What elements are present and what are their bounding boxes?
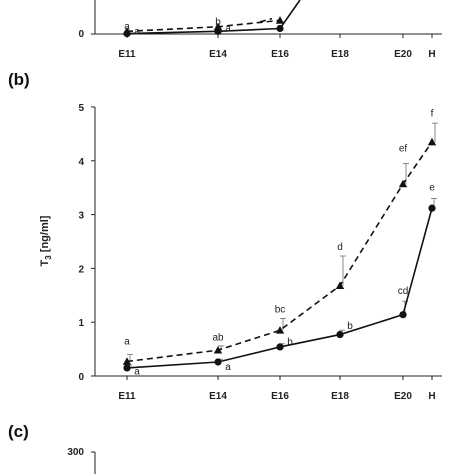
b-significance-label: ab bbox=[212, 332, 224, 343]
a-series-dashed-continuation bbox=[259, 17, 273, 23]
b-x-tick-label-e11: E11 bbox=[118, 391, 136, 402]
b-triangle-marker-h bbox=[427, 137, 437, 146]
a-series-solid-line bbox=[126, 27, 281, 35]
panel-b: (b) 0 1 2 3 4 5 E11 E14 E16 E18 E20 H T3 [ng/ml] a… bbox=[8, 70, 442, 402]
b-significance-label: cd bbox=[398, 286, 409, 297]
b-triangle-marker-e18 bbox=[335, 281, 345, 289]
b-triangle-marker-e16 bbox=[275, 326, 285, 334]
a-circle-marker-e14 bbox=[214, 27, 222, 35]
b-x-tick-label-h: H bbox=[428, 391, 435, 402]
b-x-tick-label-e14: E14 bbox=[209, 391, 227, 402]
b-significance-label: bc bbox=[275, 304, 286, 315]
a-significance-label: a bbox=[225, 24, 231, 35]
b-y-tick-label-5: 5 bbox=[78, 103, 84, 114]
panel-c: (c) 300 bbox=[8, 422, 96, 474]
a-x-tick-label-e14: E14 bbox=[209, 49, 227, 60]
b-x-tick-label-e20: E20 bbox=[394, 391, 412, 402]
b-triangle-marker-e14 bbox=[213, 345, 223, 354]
b-y-tick-label-1: 1 bbox=[78, 318, 84, 329]
b-significance-label: b bbox=[287, 337, 293, 348]
b-significance-label: ef bbox=[399, 143, 408, 154]
b-y-tick-label-4: 4 bbox=[78, 157, 84, 168]
a-triangle-marker-e16 bbox=[275, 16, 285, 24]
a-significance-label: a bbox=[134, 26, 140, 37]
b-significance-label: f bbox=[431, 108, 434, 119]
a-significance-label: b bbox=[215, 17, 221, 28]
b-significance-label: a bbox=[225, 362, 231, 373]
b-significance-label: a bbox=[134, 367, 140, 378]
a-series-solid-continuation bbox=[279, 0, 301, 29]
b-significance-label: d bbox=[337, 242, 343, 253]
b-triangle-marker-e11 bbox=[122, 357, 132, 365]
b-circle-marker-h bbox=[428, 204, 436, 212]
a-significance-label: a bbox=[124, 22, 130, 33]
b-significance-label: a bbox=[124, 337, 130, 348]
a-triangle-marker-e14 bbox=[213, 22, 223, 31]
b-circle-marker-e11 bbox=[123, 364, 131, 372]
panel-b-y-axis-label: T3 [ng/ml] bbox=[39, 215, 53, 266]
b-triangle-marker-e20 bbox=[398, 179, 408, 188]
a-x-tick-label-h: H bbox=[428, 49, 435, 60]
a-x-tick-label-e20: E20 bbox=[394, 49, 412, 60]
panel-c-label: (c) bbox=[8, 422, 29, 441]
b-series-dashed-line bbox=[126, 141, 433, 363]
b-circle-marker-e14 bbox=[214, 358, 222, 366]
panel-a-y-tick-label: 0 bbox=[78, 29, 84, 40]
panel-b-label: (b) bbox=[8, 70, 30, 89]
a-circle-marker-e11 bbox=[123, 29, 131, 38]
a-x-tick-label-e11: E11 bbox=[118, 49, 136, 60]
b-x-tick-label-e18: E18 bbox=[331, 391, 349, 402]
b-significance-label: e bbox=[429, 183, 435, 194]
b-x-tick-label-e16: E16 bbox=[271, 391, 289, 402]
b-y-tick-label-3: 3 bbox=[78, 211, 84, 222]
b-y-tick-label-2: 2 bbox=[78, 264, 84, 275]
panel-a: 0 E11 E14 E16 E18 E20 H a aba bbox=[78, 0, 442, 60]
b-series-solid-line bbox=[126, 207, 433, 369]
a-x-tick-label-e18: E18 bbox=[331, 49, 349, 60]
b-circle-marker-e18 bbox=[336, 330, 344, 339]
b-circle-marker-e20 bbox=[399, 311, 407, 319]
a-x-tick-label-e16: E16 bbox=[271, 49, 289, 60]
b-significance-label: b bbox=[347, 321, 353, 332]
b-y-tick-label-0: 0 bbox=[78, 372, 84, 383]
b-circle-marker-e16 bbox=[276, 343, 284, 351]
panel-c-y-tick-label: 300 bbox=[67, 447, 84, 458]
